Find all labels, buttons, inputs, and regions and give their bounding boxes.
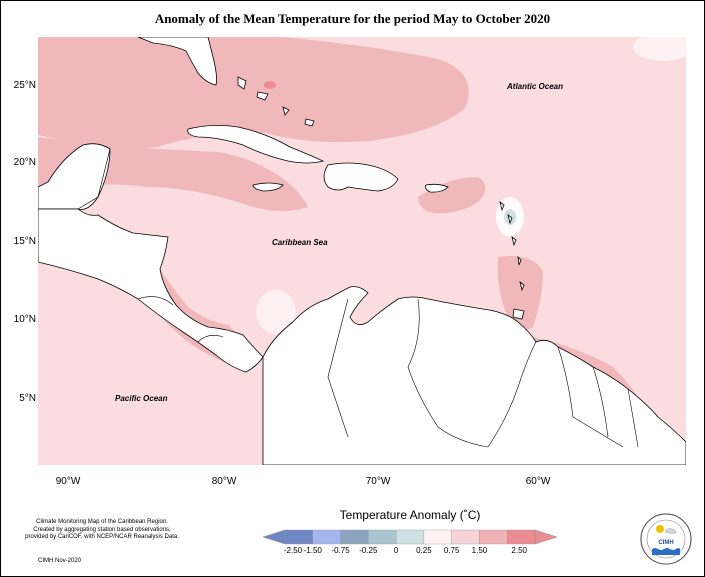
- land-bahamas-1: [237, 76, 247, 90]
- anomaly-near-zero-5: [256, 290, 296, 334]
- borders: [77, 148, 639, 448]
- colorbar-label: 2.50: [511, 546, 527, 555]
- colorbar-bin: [423, 529, 452, 545]
- land-antilles-1: [499, 201, 505, 212]
- credit-line-2: Created by aggregating station based obs…: [33, 526, 171, 533]
- x-tick-70w: 70°W: [365, 476, 391, 487]
- colorbar-label: 0: [393, 546, 399, 555]
- credit-text: Climate Monitoring Map of the Caribbean …: [12, 519, 192, 542]
- colorbar-arrow-right: [534, 529, 558, 545]
- land-hispaniola: [323, 162, 399, 192]
- x-tick-80w: 80°W: [211, 476, 237, 487]
- colorbar-bin: [368, 529, 397, 545]
- legend-title: Temperature Anomaly (˚C): [339, 508, 481, 522]
- colorbar-bin: [284, 529, 313, 545]
- x-tick-60w: 60°W: [525, 476, 551, 487]
- land-cuba: [187, 125, 325, 164]
- land-antilles-3: [511, 236, 517, 247]
- y-tick-25n: 25°N: [13, 80, 36, 91]
- land-antilles-5: [519, 281, 525, 292]
- colorbar-label: -0.75: [331, 546, 350, 555]
- colorbar-bin: [479, 529, 508, 545]
- label-caribbean-sea: Caribbean Sea: [272, 238, 328, 247]
- colorbar-bin: [312, 529, 341, 545]
- anomaly-region-puerto-rico: [418, 177, 486, 214]
- y-tick-20n: 20°N: [13, 157, 36, 168]
- colorbar-arrow-left: [263, 529, 286, 545]
- colorbar: [263, 529, 558, 545]
- waves-icon: [652, 548, 680, 555]
- map-title: Anomaly of the Mean Temperature for the …: [154, 11, 551, 26]
- label-atlantic-ocean: Atlantic Ocean: [507, 82, 564, 91]
- anomaly-map: [38, 37, 686, 465]
- anomaly-region-north: [38, 37, 469, 149]
- land-south-america: [262, 286, 686, 465]
- x-tick-90w: 90°W: [55, 476, 81, 487]
- colorbar-label: 0.25: [416, 546, 432, 555]
- colorbar-bin: [340, 529, 369, 545]
- credit-line-3: provided by CariCOF, with NCEP/NCAR Rean…: [25, 534, 179, 540]
- land-florida: [137, 37, 217, 86]
- land-bahamas-4: [304, 118, 315, 127]
- cimh-logo: CIMH: [640, 513, 692, 565]
- logo-text: CIMH: [658, 540, 673, 546]
- colorbar-label: -1.50: [303, 546, 322, 555]
- land-antilles-2: [507, 214, 513, 225]
- anomaly-high-spot: [264, 81, 276, 89]
- anomaly-region-lesser-antilles: [497, 256, 543, 331]
- land-puerto-rico: [425, 183, 449, 193]
- land: [38, 37, 686, 465]
- colorbar-bin: [451, 529, 480, 545]
- land-jamaica: [252, 182, 284, 192]
- label-pacific-ocean: Pacific Ocean: [115, 394, 168, 403]
- colorbar-label: 1.50: [471, 546, 488, 555]
- colorbar-bins: [284, 529, 536, 545]
- land-antilles-4: [517, 255, 522, 266]
- y-tick-15n: 15°N: [13, 236, 36, 247]
- cloud-icon: [664, 528, 677, 534]
- colorbar-bin: [507, 529, 536, 545]
- y-tick-10n: 10°N: [13, 314, 36, 325]
- land-central-america: [38, 208, 264, 373]
- land-trinidad: [512, 308, 525, 320]
- colorbar-label: -2.50: [283, 546, 303, 555]
- sun-icon: [656, 525, 664, 533]
- land-bahamas-2: [256, 91, 269, 101]
- colorbar-label: -0.25: [359, 546, 378, 555]
- colorbar-bin: [395, 529, 425, 545]
- anomaly-near-zero-6: [633, 37, 686, 61]
- credit-line-1: Climate Monitoring Map of the Caribbean …: [36, 519, 168, 525]
- y-tick-5n: 5°N: [19, 393, 36, 404]
- land-bahamas-3: [282, 106, 290, 116]
- colorbar-label: 0.75: [443, 546, 460, 555]
- credit-date: CIMH Nov-2020: [38, 558, 82, 564]
